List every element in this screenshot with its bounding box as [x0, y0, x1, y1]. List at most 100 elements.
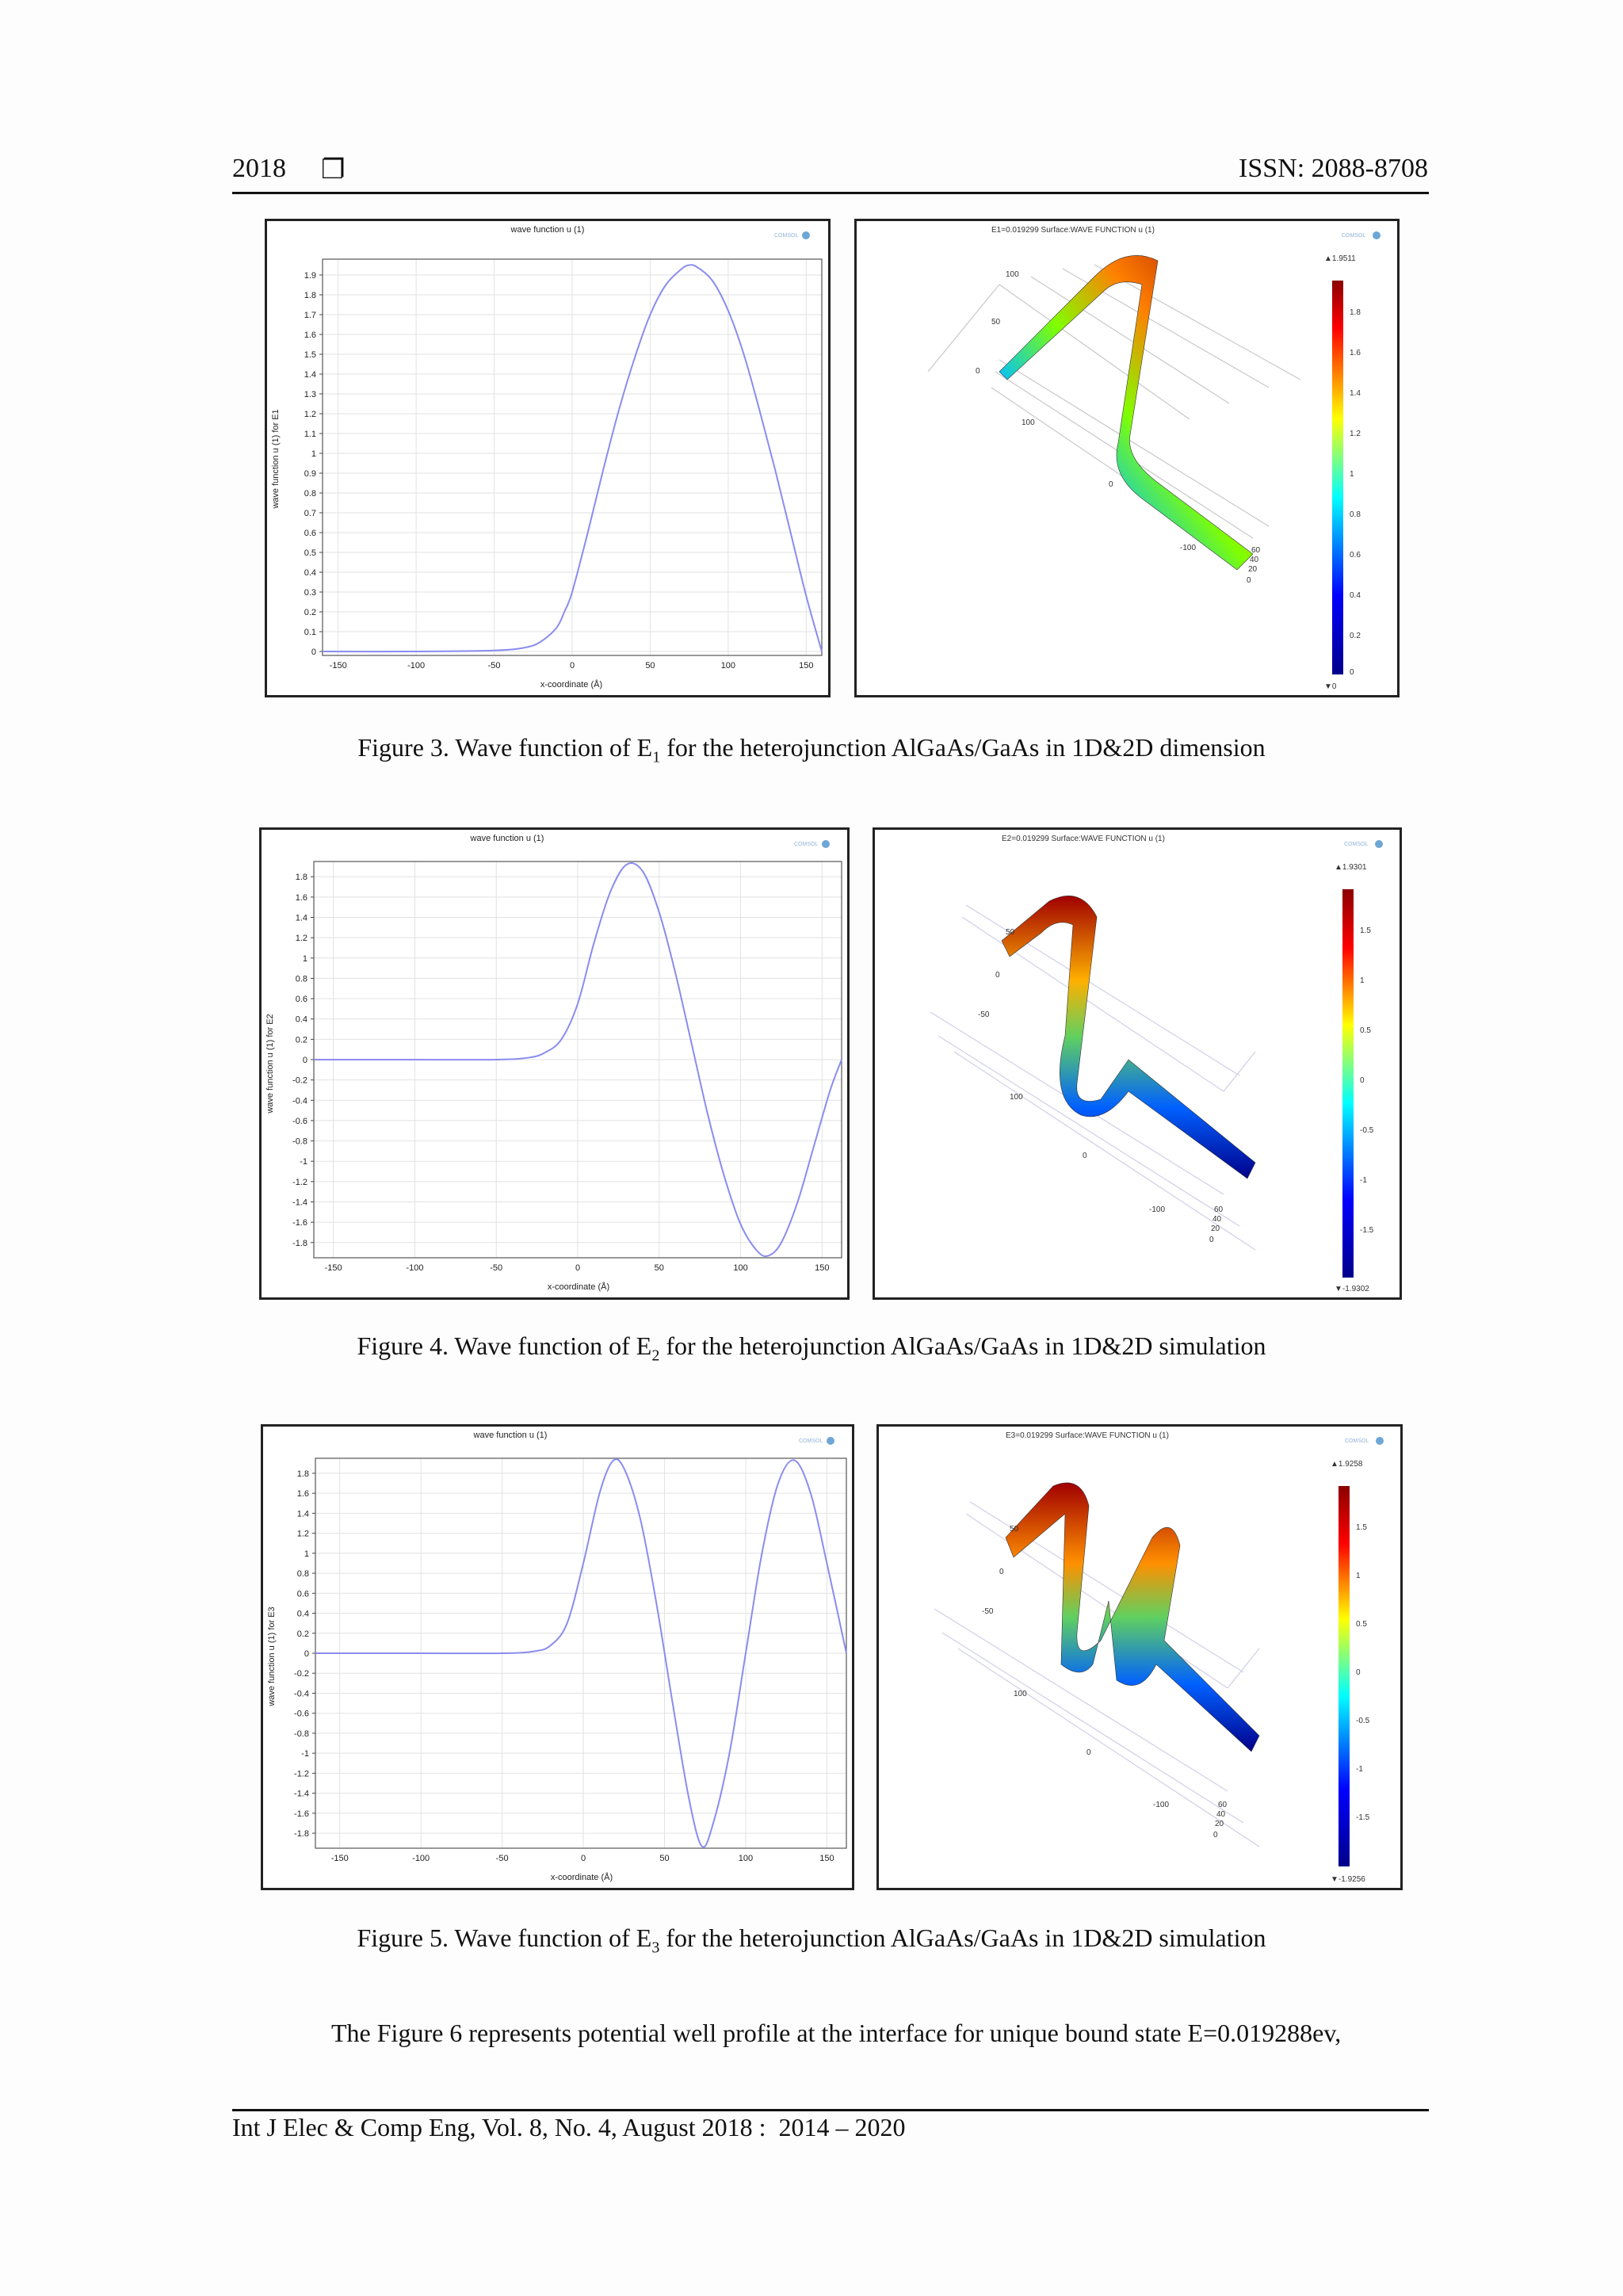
fig4-plot-1d-frame: wave function u (1) COMSOL wave function… — [259, 827, 850, 1300]
fig3-plot-2d-frame: E1=0.019299 Surface:WAVE FUNCTION u (1) … — [854, 219, 1400, 697]
axis-label: 60 — [1218, 1801, 1228, 1809]
logo-icon: COMSOL — [1344, 842, 1368, 847]
scale-tick: 0.6 — [1350, 551, 1361, 560]
y-tick-label: 0.2 — [296, 1035, 307, 1045]
axis-label: 50 — [1006, 928, 1015, 937]
y-tick-label: 0.8 — [297, 1569, 309, 1579]
y-tick-label: 1.3 — [304, 390, 316, 399]
y-tick-label: 1 — [303, 954, 307, 964]
y-tick-label: -0.8 — [294, 1729, 309, 1739]
y-tick-label: 1.2 — [297, 1530, 309, 1539]
x-tick-label: -100 — [406, 1263, 423, 1273]
issn: ISSN: 2088-8708 — [1239, 154, 1428, 183]
plot-ylabel: wave function u (1) for E1 — [271, 409, 281, 509]
scale-tick: 1.8 — [1350, 308, 1361, 317]
logo-icon — [827, 1437, 834, 1445]
logo-icon — [1373, 231, 1381, 239]
axis-label: 0 — [1209, 1236, 1214, 1244]
scale-tick: -1 — [1360, 1176, 1367, 1185]
y-tick-label: 1.2 — [296, 934, 307, 943]
y-tick-label: 1 — [304, 1549, 309, 1559]
y-tick-label: 1.8 — [297, 1469, 309, 1479]
y-tick-label: -1.6 — [294, 1809, 309, 1819]
fig3-plot-1d-frame: wave function u (1) COMSOL wave function… — [265, 219, 831, 697]
logo-icon — [802, 231, 810, 239]
x-tick-label: -150 — [331, 1854, 349, 1863]
scale-tick: 1.4 — [1350, 389, 1361, 398]
y-tick-label: 0.2 — [304, 608, 316, 617]
axis-label: 0 — [1247, 576, 1251, 585]
scale-tick: 0.8 — [1350, 510, 1361, 519]
axis-label: -50 — [978, 1010, 990, 1019]
scale-tick: -1 — [1356, 1765, 1363, 1774]
y-tick-label: -1 — [301, 1749, 309, 1759]
y-tick-label: 1.6 — [296, 893, 307, 903]
y-tick-label: 0.7 — [304, 509, 316, 518]
y-tick-label: -0.2 — [294, 1669, 309, 1679]
axis-label: 100 — [1014, 1690, 1027, 1698]
footer-rule — [232, 2109, 1429, 2111]
y-tick-label: 0 — [304, 1649, 309, 1659]
y-tick-label: 1.2 — [304, 410, 316, 419]
fig5-plot-1d-frame: wave function u (1) COMSOL wave function… — [261, 1424, 854, 1890]
y-tick-label: 0.1 — [304, 628, 316, 637]
fig4-plot-1d: wave function u (1) COMSOL wave function… — [265, 834, 842, 1292]
axis-label: 100 — [1006, 270, 1019, 279]
plot-xlabel: x-coordinate (Å) — [551, 1872, 613, 1882]
y-tick-label: 0.4 — [297, 1610, 309, 1619]
y-tick-label: 1.4 — [296, 914, 307, 923]
x-tick-label: -50 — [496, 1854, 509, 1863]
y-tick-label: -1.8 — [292, 1239, 307, 1248]
axis-label: -100 — [1149, 1205, 1165, 1214]
y-tick-label: 0.8 — [304, 489, 316, 499]
axis-label: 0 — [976, 367, 980, 376]
fig5-plot-2d: E3=0.019299 Surface:WAVE FUNCTION u (1) … — [934, 1431, 1384, 1884]
y-tick-label: 0 — [311, 648, 316, 657]
plot-ylabel: wave function u (1) for E3 — [267, 1606, 277, 1706]
logo-icon: COMSOL — [799, 1438, 823, 1444]
y-tick-label: -1.8 — [294, 1829, 309, 1839]
x-tick-label: -150 — [325, 1263, 342, 1273]
logo-icon: COMSOL — [1345, 1438, 1369, 1444]
logo-icon — [1375, 840, 1383, 848]
x-tick-label: 0 — [570, 661, 575, 670]
x-tick-label: 100 — [733, 1263, 747, 1273]
axis-label: 20 — [1211, 1224, 1220, 1233]
scale-min: ▼-1.9256 — [1331, 1875, 1365, 1884]
grid-3d — [927, 264, 1301, 555]
scale-tick: 1.2 — [1350, 430, 1361, 438]
y-tick-label: 1.4 — [304, 370, 316, 380]
fig4-caption: Figure 4. Wave function of E2 for the he… — [357, 1331, 1266, 1365]
scale-tick: -0.5 — [1360, 1126, 1374, 1135]
scale-tick: 0.2 — [1350, 632, 1361, 640]
fig4-plot-2d: E2=0.019299 Surface:WAVE FUNCTION u (1) … — [930, 835, 1383, 1293]
plot-xlabel: x-coordinate (Å) — [548, 1282, 609, 1292]
body-paragraph: The Figure 6 represents potential well p… — [331, 2019, 1342, 2047]
y-tick-label: 0.8 — [296, 974, 307, 984]
axis-label: 0 — [999, 1568, 1004, 1576]
x-tick-label: -150 — [330, 661, 347, 670]
y-tick-label: -1 — [300, 1157, 307, 1167]
y-tick-label: 1.8 — [296, 873, 307, 882]
x-tick-label: 50 — [655, 1263, 664, 1273]
y-tick-label: -0.6 — [292, 1117, 307, 1126]
x-tick-label: -50 — [490, 1263, 502, 1273]
logo-icon: COMSOL — [774, 233, 798, 239]
scale-tick: 1 — [1356, 1572, 1361, 1580]
y-tick-label: 0.4 — [304, 568, 316, 578]
logo-icon: COMSOL — [1342, 233, 1365, 239]
plot-2d-title: E1=0.019299 Surface:WAVE FUNCTION u (1) — [991, 226, 1155, 235]
y-tick-label: -1.6 — [292, 1218, 307, 1228]
fig5-plot-1d: wave function u (1) COMSOL wave function… — [267, 1431, 847, 1882]
y-tick-label: 1.5 — [304, 350, 316, 360]
scale-max: ▲1.9301 — [1335, 863, 1367, 872]
scale-tick: 1 — [1350, 470, 1354, 479]
logo-icon — [822, 840, 830, 848]
axis-label: 60 — [1251, 546, 1261, 555]
wave-function-curve — [315, 1458, 847, 1848]
axis-label: 40 — [1212, 1215, 1222, 1224]
x-tick-label: -100 — [407, 661, 425, 670]
scale-tick: 1.5 — [1360, 926, 1371, 935]
axis-label: 0 — [1213, 1831, 1218, 1839]
scale-tick: 0.5 — [1360, 1026, 1371, 1035]
